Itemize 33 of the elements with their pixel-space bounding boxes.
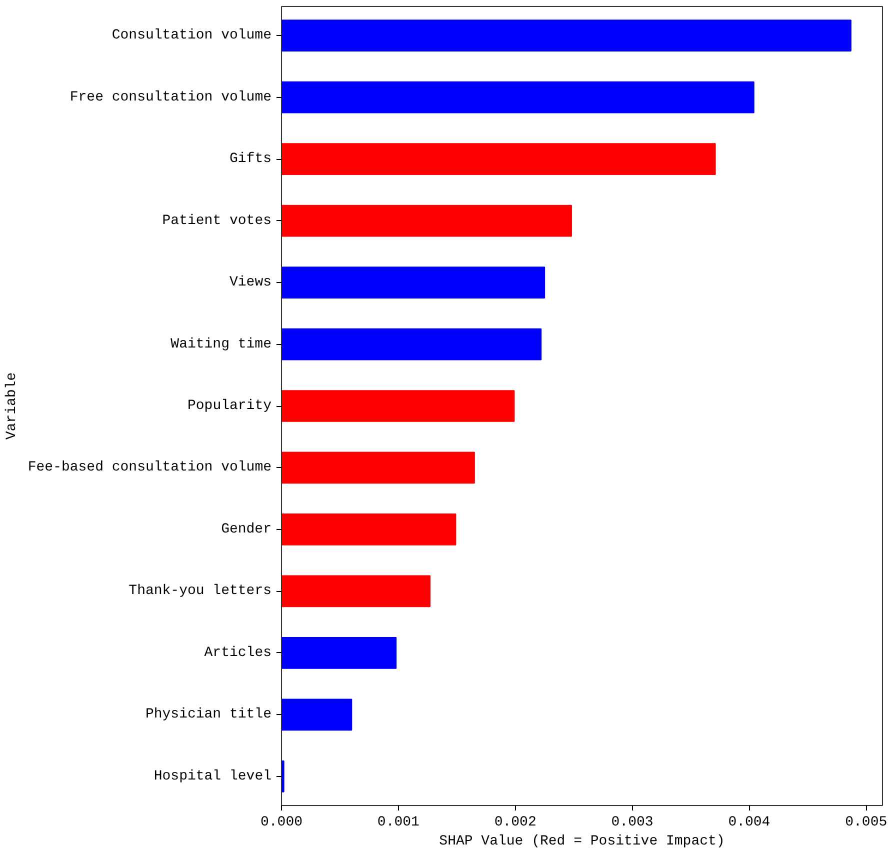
y-tick-label: Free consultation volume: [70, 89, 272, 106]
y-tick-label: Gender: [221, 521, 272, 538]
y-tick-label: Gifts: [229, 151, 272, 168]
x-tick-label: 0.002: [494, 814, 536, 830]
bar: [282, 390, 515, 422]
bar: [282, 204, 572, 237]
bar: [282, 637, 397, 669]
y-tick-label: Patient votes: [162, 212, 272, 229]
bar: [282, 20, 852, 52]
x-tick-label: 0.005: [845, 814, 888, 830]
bar: [282, 81, 754, 114]
x-tick-label: 0.000: [260, 814, 303, 830]
bar: [282, 452, 475, 484]
y-axis-title: Variable: [4, 372, 20, 440]
x-tick-label: 0.003: [611, 814, 654, 830]
y-tick-label: Views: [229, 274, 272, 291]
bar: [282, 698, 352, 731]
y-tick-label: Articles: [204, 644, 272, 661]
y-tick-label: Consultation volume: [112, 28, 272, 44]
bar: [282, 514, 456, 546]
x-tick-label: 0.004: [728, 814, 770, 830]
y-tick-label: Hospital level: [154, 768, 272, 784]
bar: [282, 575, 430, 608]
y-tick-label: Physician title: [145, 706, 272, 723]
y-tick-label: Fee-based consultation volume: [28, 460, 272, 476]
bar: [282, 328, 542, 360]
y-tick-label: Popularity: [187, 398, 272, 414]
y-tick-label: Thank-you letters: [128, 583, 272, 600]
bar: [282, 143, 716, 175]
x-axis-title: SHAP Value (Red = Positive Impact): [439, 834, 725, 850]
y-tick-label: Waiting time: [170, 336, 272, 352]
x-tick-label: 0.001: [377, 814, 420, 830]
bar: [282, 266, 546, 298]
